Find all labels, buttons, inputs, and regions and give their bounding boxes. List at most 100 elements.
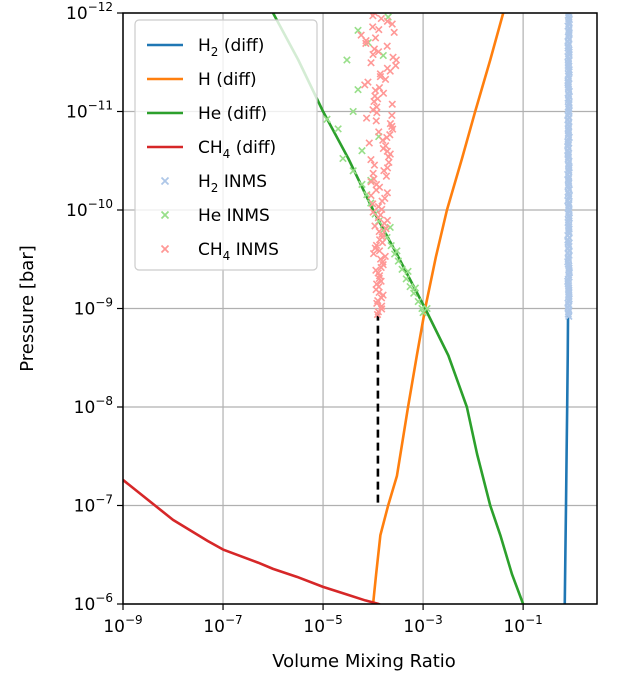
scatter-point-ch4-inms: [367, 177, 375, 186]
scatter-point-h2-inms: [565, 273, 573, 281]
legend-label-main: CH: [198, 138, 223, 158]
scatter-point-ch4-inms: [379, 144, 388, 153]
legend-label-main: He: [198, 206, 221, 226]
legend-label-subscript: 4: [223, 249, 231, 263]
scatter-point-he-inms: [386, 223, 394, 232]
scatter-point-ch4-inms: [365, 139, 374, 147]
legend-label: H2 (diff): [198, 36, 264, 59]
scatter-point-he-inms: [423, 304, 431, 313]
scatter-point-he-inms: [358, 180, 366, 189]
y-tick-base: 10: [66, 4, 88, 24]
scatter-point-he-inms: [343, 56, 351, 64]
y-tick-label: 10−10: [66, 197, 113, 221]
y-tick-exponent: −8: [95, 394, 113, 408]
scatter-point-ch4-inms: [380, 166, 388, 175]
scatter-point-ch4-inms: [371, 222, 379, 230]
scatter-point-ch4-inms: [362, 39, 370, 48]
legend-label: He INMS: [198, 206, 270, 226]
series-line-h-diff-: [371, 13, 505, 604]
legend-label: H (diff): [198, 70, 257, 90]
y-tick-base: 10: [74, 398, 96, 418]
legend-label-subscript: 2: [211, 181, 219, 195]
legend: H2 (diff)H (diff)He (diff)CH4 (diff)H2 I…: [134, 19, 318, 271]
x-tick-exponent: −7: [225, 613, 243, 627]
scatter-point-he-inms: [323, 115, 331, 124]
legend-label-rest: (diff): [230, 138, 276, 158]
plot-area: [123, 13, 574, 604]
legend-item: He INMS: [160, 206, 270, 226]
scatter-point-h2-inms: [565, 295, 573, 303]
scatter-point-ch4-inms: [362, 36, 370, 45]
y-tick-exponent: −10: [88, 197, 113, 211]
legend-label-rest: INMS: [218, 172, 267, 192]
scatter-point-ch4-inms: [367, 191, 375, 200]
scatter-point-ch4-inms: [375, 25, 383, 34]
legend-label-rest: (diff): [211, 70, 257, 90]
scatter-point-ch4-inms: [378, 238, 387, 247]
legend-item: H (diff): [147, 70, 257, 90]
scatter-point-ch4-inms: [378, 230, 386, 239]
scatter-point-ch4-inms: [362, 114, 371, 122]
scatter-point-ch4-inms: [371, 34, 380, 42]
scatter-point-ch4-inms: [377, 277, 385, 286]
scatter-point-ch4-inms: [388, 20, 396, 28]
legend-label-subscript: 2: [211, 45, 219, 59]
x-tick-base: 10: [503, 617, 525, 637]
y-tick-exponent: −11: [88, 99, 113, 113]
scatter-point-ch4-inms: [372, 186, 380, 194]
y-tick-label: 10−9: [74, 296, 113, 320]
scatter-point-ch4-inms: [369, 208, 377, 216]
scatter-point-ch4-inms: [377, 14, 386, 23]
x-tick-exponent: −3: [425, 613, 443, 627]
legend-label-main: H: [198, 70, 211, 90]
scatter-point-ch4-inms: [383, 133, 391, 142]
scatter-point-ch4-inms: [388, 100, 397, 109]
scatter-point-h2-inms: [565, 133, 574, 142]
scatter-point-ch4-inms: [370, 97, 378, 106]
x-tick-base: 10: [403, 617, 425, 637]
scatter-point-ch4-inms: [379, 258, 387, 266]
legend-label: He (diff): [198, 104, 267, 124]
scatter-point-ch4-inms: [383, 189, 392, 197]
scatter-point-he-inms: [414, 297, 423, 306]
y-tick-label: 10−6: [74, 591, 113, 615]
y-tick-base: 10: [66, 201, 88, 221]
scatter-point-he-inms: [354, 85, 362, 94]
x-tick-base: 10: [203, 617, 225, 637]
legend-item: CH4 (diff): [147, 138, 276, 161]
scatter-point-ch4-inms: [373, 310, 382, 319]
scatter-point-ch4-inms: [381, 75, 390, 84]
legend-item: H2 (diff): [147, 36, 264, 59]
y-tick-exponent: −7: [95, 493, 113, 507]
legend-box: [134, 19, 318, 271]
x-tick-label: 10−7: [203, 613, 242, 637]
y-tick-base: 10: [66, 103, 88, 123]
scatter-point-ch4-inms: [368, 23, 377, 31]
scatter-point-ch4-inms: [369, 50, 377, 59]
y-tick-label: 10−8: [74, 394, 113, 418]
scatter-point-ch4-inms: [377, 263, 385, 272]
scatter-point-ch4-inms: [374, 213, 383, 222]
scatter-point-he-inms: [339, 154, 347, 163]
legend-marker-swatch: [160, 176, 170, 186]
scatter-point-ch4-inms: [370, 45, 379, 53]
scatter-point-h2-inms: [564, 310, 573, 318]
scatter-point-ch4-inms: [382, 172, 391, 180]
scatter-point-ch4-inms: [391, 61, 400, 70]
scatter-point-ch4-inms: [386, 67, 394, 75]
x-tick-exponent: −9: [125, 613, 143, 627]
x-tick-label: 10−9: [103, 613, 142, 637]
scatter-point-he-inms: [402, 275, 410, 283]
scatter-point-he-inms: [411, 284, 420, 292]
x-axis-label: Volume Mixing Ratio: [272, 651, 456, 672]
x-tick-exponent: −5: [325, 613, 343, 627]
scatter-point-ch4-inms: [375, 271, 384, 280]
scatter-point-h2-inms: [565, 214, 574, 222]
scatter-point-ch4-inms: [371, 244, 380, 252]
legend-label-rest: (diff): [218, 36, 264, 56]
x-tick-label: 10−5: [303, 613, 342, 637]
scatter-point-ch4-inms: [375, 288, 383, 297]
x-tick-base: 10: [303, 617, 325, 637]
legend-item: H2 INMS: [160, 172, 267, 195]
